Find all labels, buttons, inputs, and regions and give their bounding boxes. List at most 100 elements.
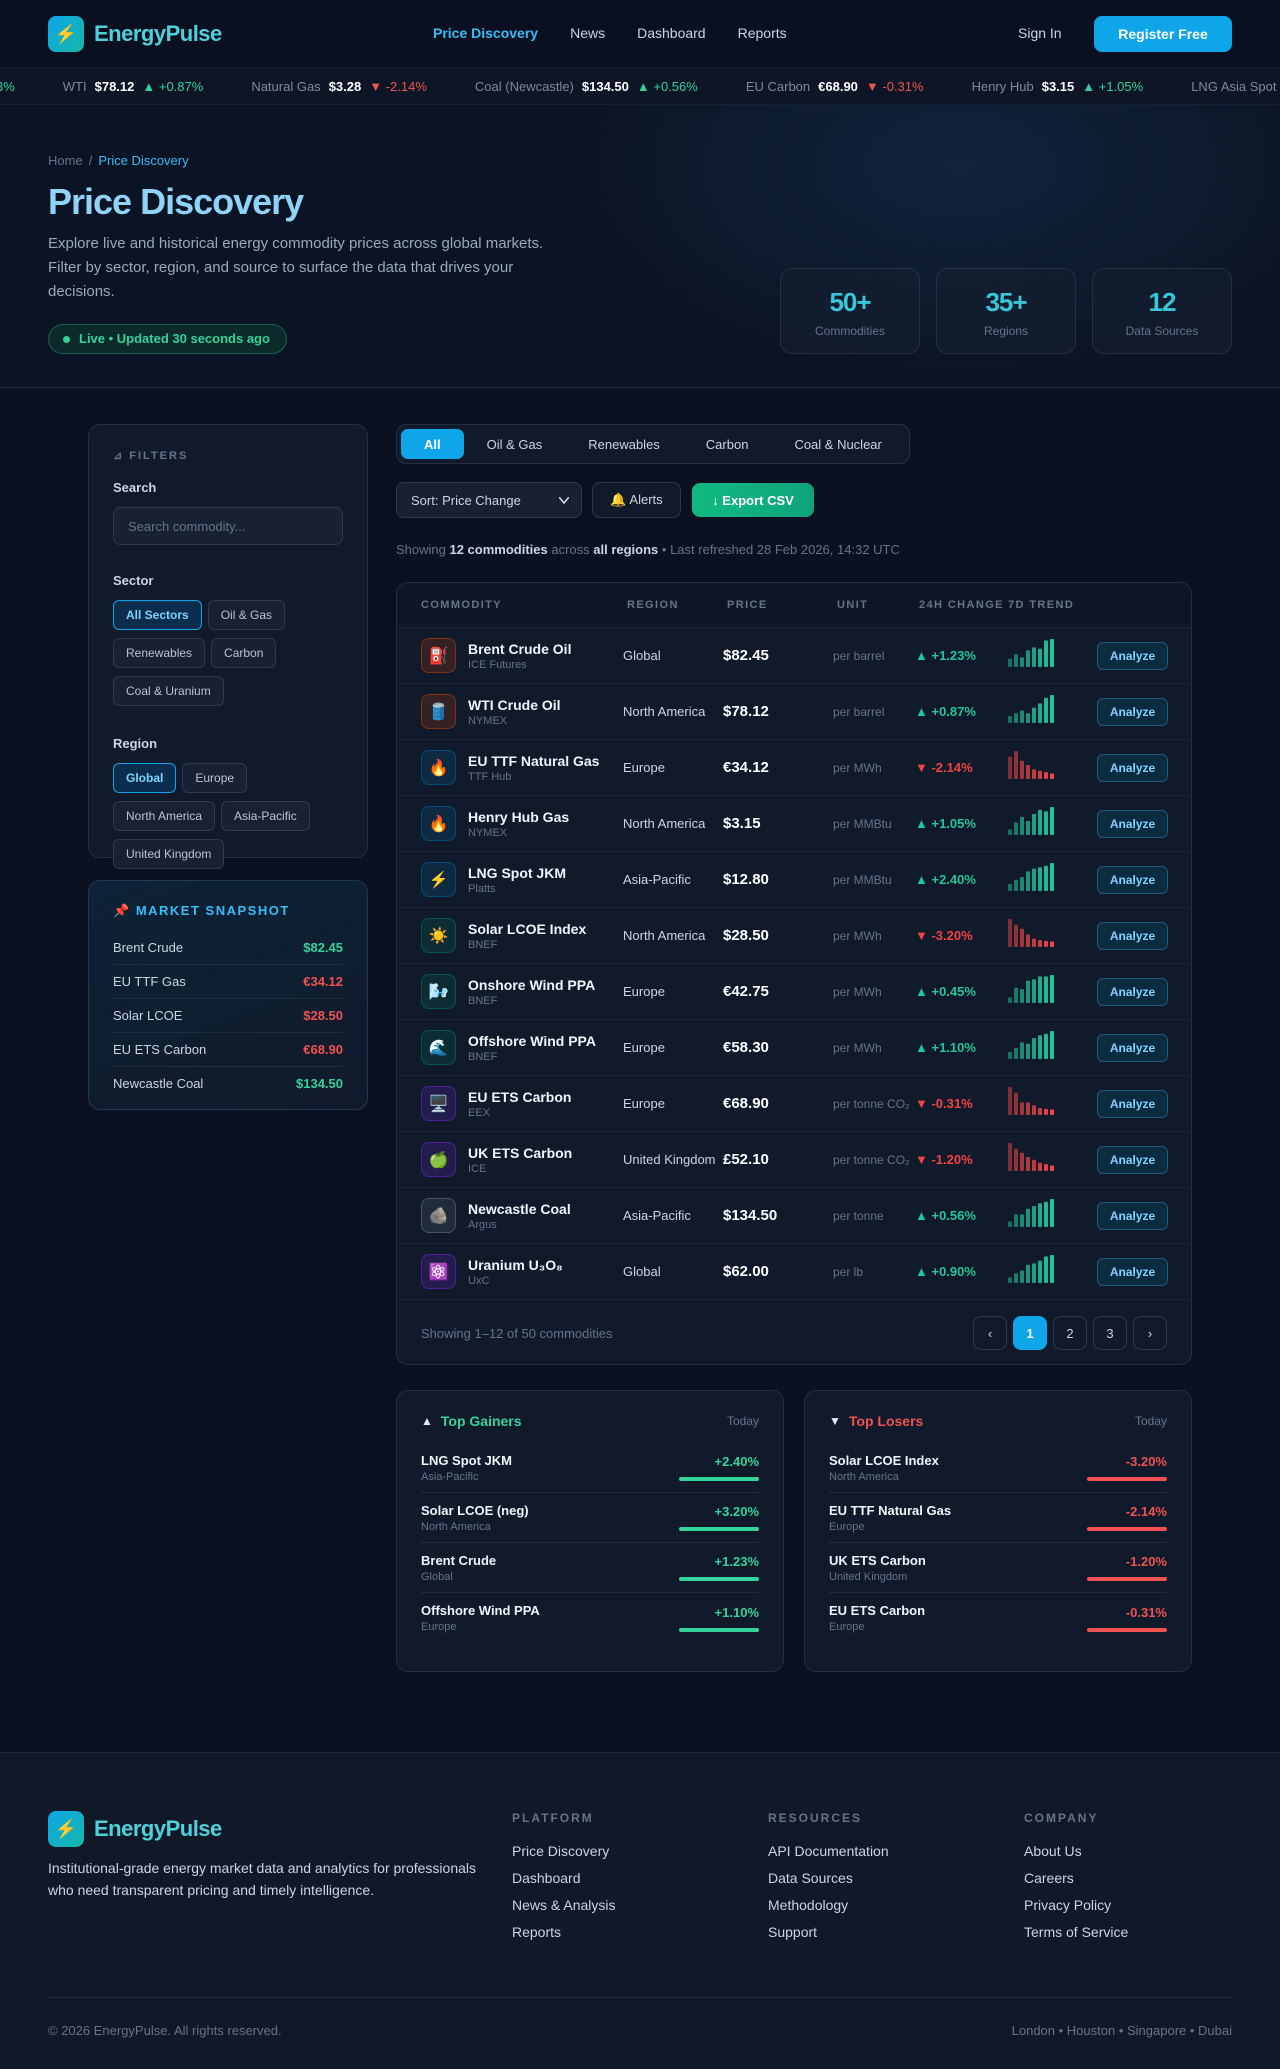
commodity-source: ICE Futures [468, 658, 527, 671]
ticker: Brent$82.45▲ +1.23% WTI $78.12 ▲ +0.87% Natu… [0, 68, 1280, 105]
footer-link[interactable]: Price Discovery [512, 1843, 610, 1859]
analyze-button[interactable]: Analyze [1097, 1257, 1168, 1286]
commodity-icon: 🖥️ [421, 1086, 456, 1121]
mover-region: North America [829, 1470, 899, 1483]
tab[interactable]: Renewables [588, 437, 660, 452]
footer-link[interactable]: News & Analysis [512, 1897, 616, 1913]
chip[interactable]: United Kingdom [113, 839, 225, 869]
export-button[interactable]: ↓ Export CSV [692, 483, 814, 517]
ticker-item: WTI $78.12 ▲ +0.87% [63, 79, 204, 94]
footer-logo[interactable]: ⚡ EnergyPulse [48, 1811, 222, 1847]
page-button[interactable]: 1 [1013, 1316, 1047, 1350]
tab[interactable]: Carbon [705, 437, 749, 452]
chip[interactable]: Global [113, 763, 177, 793]
sign-in[interactable]: Sign In [1018, 25, 1062, 41]
trend-bar [1014, 1092, 1018, 1115]
breadcrumb-item[interactable]: Home [48, 153, 83, 168]
analyze-button[interactable]: Analyze [1097, 865, 1168, 894]
ticker-item: Brent$82.45▲ +1.23% [0, 79, 15, 94]
page-button[interactable]: 2 [1053, 1316, 1087, 1350]
trend-bar [1026, 1264, 1030, 1283]
change: ▲ +1.23% [915, 648, 976, 663]
chip[interactable]: North America [113, 801, 216, 831]
ticker-name: Henry Hub [971, 79, 1034, 94]
register-button[interactable]: Register Free [1094, 16, 1232, 52]
footer-link[interactable]: Terms of Service [1024, 1924, 1129, 1940]
footer-link[interactable]: Support [768, 1924, 818, 1940]
trend-bar [1050, 1255, 1054, 1283]
commodity-name: Solar LCOE Index [468, 920, 587, 937]
alerts-button[interactable]: 🔔 Alerts [592, 482, 681, 518]
trend-bar [1008, 716, 1012, 723]
footer-link[interactable]: About Us [1024, 1843, 1082, 1859]
footer-link[interactable]: Careers [1024, 1870, 1074, 1886]
footer-link[interactable]: API Documentation [768, 1843, 889, 1859]
chip[interactable]: All Sectors [113, 600, 202, 630]
analyze-button[interactable]: Analyze [1097, 921, 1168, 950]
page-button[interactable]: › [1133, 1316, 1167, 1350]
ticker-change: ▲ +1.23% [0, 79, 15, 94]
analyze-button[interactable]: Analyze [1097, 1033, 1168, 1062]
filters-card: ⊿ FILTERS Search Search commodity... Sec… [88, 424, 368, 869]
chip[interactable]: Oil & Gas [207, 600, 286, 630]
tab[interactable]: Oil & Gas [486, 437, 543, 452]
price: $134.50 [723, 1207, 778, 1224]
nav-link[interactable]: Reports [737, 25, 787, 41]
trend-bar [1020, 1152, 1024, 1171]
trend-bar [1014, 713, 1018, 723]
analyze-button[interactable]: Analyze [1097, 1201, 1168, 1230]
analyze-button[interactable]: Analyze [1097, 1145, 1168, 1174]
footer-link[interactable]: Reports [512, 1924, 562, 1940]
analyze-button[interactable]: Analyze [1097, 641, 1168, 670]
footer-divider [48, 1997, 1232, 1998]
tab[interactable]: Coal & Nuclear [794, 437, 882, 452]
trend-bar [1020, 877, 1024, 891]
copyright: © 2026 EnergyPulse. All rights reserved. [48, 2023, 282, 2038]
analyze-button[interactable]: Analyze [1097, 809, 1168, 838]
chip[interactable]: Europe [182, 763, 248, 793]
trend-bar [1038, 809, 1042, 835]
snapshot-row: EU ETS Carbon €68.90 [113, 1033, 343, 1067]
analyze-button[interactable]: Analyze [1097, 753, 1168, 782]
commodity-icon: ⚛️ [421, 1254, 456, 1289]
commodity-cell: 🪨 Newcastle Coal Argus [421, 1198, 623, 1233]
trend-bar [1026, 871, 1030, 891]
nav-link[interactable]: Price Discovery [433, 25, 539, 41]
region: North America [623, 816, 706, 831]
nav-link[interactable]: News [570, 25, 606, 41]
ticker-change: ▼ -2.14% [369, 79, 427, 94]
chip[interactable]: Coal & Uranium [113, 676, 224, 706]
trend-bar [1008, 1221, 1012, 1227]
chip[interactable]: Renewables [113, 638, 206, 668]
footer-link[interactable]: Methodology [768, 1897, 849, 1913]
chip[interactable]: Carbon [211, 638, 277, 668]
footer-link[interactable]: Data Sources [768, 1870, 853, 1886]
trend-bar [1020, 657, 1024, 667]
mover-bar [679, 1477, 759, 1481]
trend-bar [1020, 1042, 1024, 1059]
sort-select[interactable]: Sort: Price Change [396, 482, 582, 518]
change: ▼ -1.20% [915, 1152, 973, 1167]
trend-bar [1038, 1260, 1042, 1283]
analyze-button[interactable]: Analyze [1097, 977, 1168, 1006]
page-button[interactable]: 3 [1093, 1316, 1127, 1350]
filters-title: FILTERS [129, 450, 189, 462]
page-button[interactable]: ‹ [973, 1316, 1007, 1350]
logo[interactable]: ⚡ EnergyPulse [48, 16, 222, 52]
commodity-icon: ⛽ [421, 638, 456, 673]
commodity-name: Henry Hub Gas [468, 808, 570, 825]
chip[interactable]: Asia-Pacific [221, 801, 310, 831]
analyze-button[interactable]: Analyze [1097, 1089, 1168, 1118]
footer-link[interactable]: Dashboard [512, 1870, 581, 1886]
commodity-text: LNG Spot JKM Platts [468, 865, 566, 895]
search-input[interactable]: Search commodity... [113, 507, 343, 545]
mover-value: +3.20% [679, 1504, 759, 1531]
tab[interactable]: All [401, 429, 464, 459]
footer-link[interactable]: Privacy Policy [1024, 1897, 1112, 1913]
price: €58.30 [723, 1039, 769, 1056]
nav-link[interactable]: Dashboard [637, 25, 706, 41]
commodity-cell: ⚡ LNG Spot JKM Platts [421, 862, 623, 897]
sparkline [1008, 807, 1054, 835]
analyze-button[interactable]: Analyze [1097, 697, 1168, 726]
